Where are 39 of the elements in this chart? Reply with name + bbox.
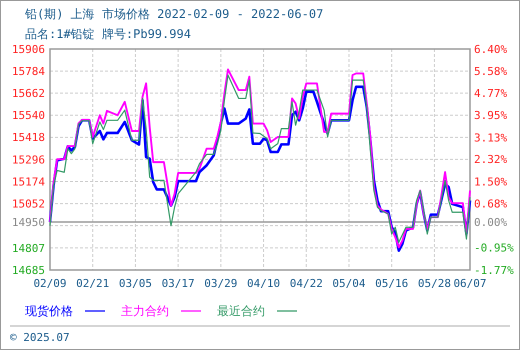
legend-label: 现货价格 <box>25 304 73 318</box>
x-tick-label: 05/16 <box>375 277 408 290</box>
y-tick-label: 14685 <box>12 264 45 277</box>
x-tick-label: 06/07 <box>453 277 487 290</box>
x-tick-label: 04/22 <box>290 277 323 290</box>
chart-title: 铅(期) 上海 市场价格 2022-02-09 - 2022-06-07 <box>24 7 324 21</box>
y-tick-label: 15174 <box>12 175 46 188</box>
y2-tick-label: 1.50% <box>474 175 508 188</box>
x-tick-label: 04/10 <box>246 277 280 290</box>
x-tick-label: 02/21 <box>76 277 110 290</box>
y2-tick-label: 3.13% <box>474 131 508 144</box>
y2-tick-label: 0.00% <box>474 216 508 229</box>
y2-tick-label: 4.77% <box>474 86 508 100</box>
x-tick-label: 02/09 <box>33 277 67 290</box>
x-tick-label: 03/29 <box>204 277 238 290</box>
y-tick-label: 14807 <box>12 242 45 255</box>
legend-label: 主力合约 <box>121 304 169 318</box>
y2-tick-label: -1.77% <box>474 264 514 277</box>
y2-tick-label: 6.40% <box>474 42 508 56</box>
y2-tick-label: -0.95% <box>474 242 514 255</box>
text: © 2025.07 <box>10 331 70 344</box>
y-tick-label: 15052 <box>12 197 45 210</box>
x-tick-label: 05/04 <box>332 277 366 290</box>
y-tick-label: 15540 <box>12 109 45 122</box>
y-tick-label: 15418 <box>12 131 45 144</box>
y-tick-label: 15296 <box>12 153 45 166</box>
y2-tick-label: 3.95% <box>474 109 508 122</box>
x-tick-label: 03/05 <box>118 277 152 290</box>
x-tick-label: 05/28 <box>418 277 451 290</box>
y-tick-label: 14950 <box>12 216 45 229</box>
y-tick-label: 15906 <box>12 42 45 56</box>
y2-tick-label: 2.32% <box>474 153 508 166</box>
y2-tick-label: 5.58% <box>474 65 508 78</box>
y-tick-label: 15662 <box>12 87 45 100</box>
y-tick-label: 15784 <box>12 64 46 78</box>
legend-label: 最近合约 <box>217 304 265 318</box>
x-tick-label: 03/17 <box>162 277 195 290</box>
y2-tick-label: 0.68% <box>474 198 508 211</box>
chart-subtitle: 品名:1#铅锭 牌号:Pb99.994 <box>25 27 191 41</box>
